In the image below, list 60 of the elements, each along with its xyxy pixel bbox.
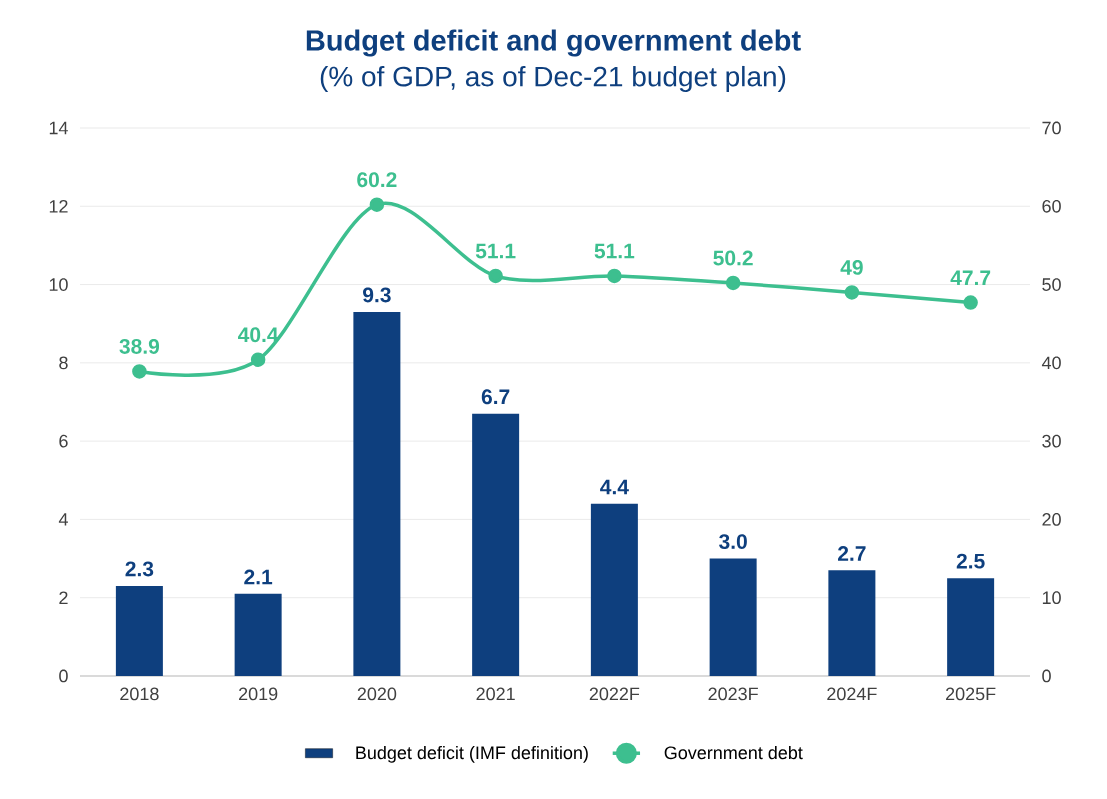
data-label: 2.3 [125,561,154,577]
x-tick-label: 2020 [357,687,397,701]
data-label: 51.1 [475,243,516,259]
y2-tick-label: 30 [1042,434,1061,448]
y-tick-label: 6 [59,434,68,448]
data-label: 6.7 [481,389,510,405]
y2-tick-label: 40 [1041,356,1061,370]
x-tick-label: 2018 [120,687,159,701]
y2-tick-label: 20 [1042,513,1061,526]
x-tick-label: 2022F [589,687,640,701]
point [844,285,860,300]
y-tick-label: 2 [59,591,68,604]
point [607,268,622,284]
bar [947,578,995,676]
y-tick-label: 8 [59,356,68,370]
point [250,352,266,367]
data-label: 51.1 [594,243,635,259]
y-tick-label: 0 [59,669,68,683]
legend-label: Government debt [664,745,803,760]
x-tick-label: 2021 [476,687,515,701]
data-label: 49 [840,259,863,275]
point [725,275,741,291]
point [488,268,503,284]
point [132,364,147,379]
data-label: 2.7 [838,546,866,561]
bar [828,570,876,676]
x-tick-label: 2023F [708,687,758,701]
y-tick-label: 14 [49,121,68,135]
bar [590,503,638,676]
y-tick-label: 12 [49,199,68,213]
legend-label: Budget deficit (IMF definition) [356,745,588,763]
chart-title: Budget deficit and government debt [306,29,801,57]
data-label: 60.2 [357,172,397,188]
data-label: 3.0 [719,534,747,550]
x-tick-label: 2019 [239,687,278,701]
bar [472,413,520,676]
data-label: 40.4 [238,327,279,343]
x-tick-label: 2025F [946,687,996,701]
point [369,197,385,212]
y2-tick-label: 50 [1042,278,1061,291]
data-label: 50.2 [713,250,753,266]
data-label: 38.9 [119,339,160,354]
chart-subtitle: (% of GDP, as of Dec-21 budget plan) [320,65,786,93]
data-label: 2.1 [244,569,273,585]
y2-tick-label: 0 [1042,669,1051,683]
y-tick-label: 10 [49,278,68,291]
point [963,295,978,310]
bar [234,593,282,676]
y2-tick-label: 10 [1042,591,1061,605]
bar [115,585,163,676]
y2-tick-label: 70 [1042,121,1061,135]
data-label: 9.3 [363,287,391,303]
data-label: 47.7 [950,270,991,286]
y-tick-label: 4 [58,513,68,526]
bar [353,311,401,676]
x-tick-label: 2024F [827,687,877,701]
bar [709,558,757,676]
data-label: 4.4 [600,479,629,495]
data-label: 2.5 [956,553,985,569]
y2-tick-label: 60 [1042,199,1061,213]
